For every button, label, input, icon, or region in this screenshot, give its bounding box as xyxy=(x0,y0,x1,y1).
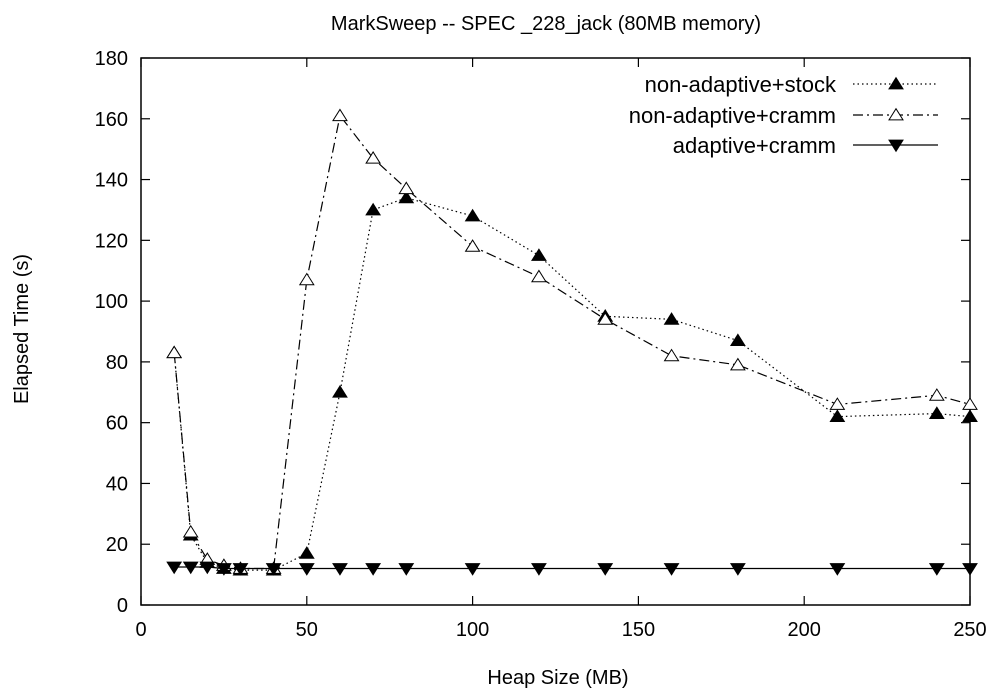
y-tick-label: 0 xyxy=(117,595,128,617)
x-tick-label: 200 xyxy=(788,619,821,641)
data-point xyxy=(298,563,315,576)
data-point xyxy=(464,563,481,576)
x-tick-label: 250 xyxy=(953,619,986,641)
y-tick-label: 120 xyxy=(95,230,128,252)
legend-label: non-adaptive+cramm xyxy=(629,103,836,128)
data-point xyxy=(365,563,382,576)
y-tick-label: 160 xyxy=(95,109,128,131)
data-point xyxy=(531,269,547,283)
data-point xyxy=(199,561,216,575)
data-point xyxy=(166,561,183,575)
data-point xyxy=(166,345,183,359)
x-tick-label: 100 xyxy=(456,619,489,641)
data-point xyxy=(232,563,249,576)
data-point xyxy=(962,563,978,576)
data-point xyxy=(365,151,382,164)
plot-frame xyxy=(140,57,971,606)
data-point xyxy=(332,108,348,122)
chart-title: MarkSweep -- SPEC _228_jack (80MB memory… xyxy=(331,13,761,35)
data-point xyxy=(729,357,746,371)
data-point xyxy=(531,248,547,261)
series-2 xyxy=(166,108,978,574)
y-tick-label: 100 xyxy=(95,291,128,313)
data-point xyxy=(182,561,199,575)
data-point xyxy=(398,181,415,195)
data-point xyxy=(298,546,315,559)
data-point xyxy=(398,563,415,576)
data-point xyxy=(729,333,746,347)
y-tick-label: 80 xyxy=(106,352,128,374)
data-point xyxy=(531,563,547,576)
legend-marker xyxy=(888,76,904,90)
legend-marker xyxy=(888,107,904,121)
legend-label: adaptive+cramm xyxy=(673,133,836,158)
data-point xyxy=(464,208,481,222)
legend-marker xyxy=(888,139,904,153)
y-tick-label: 180 xyxy=(95,48,128,70)
series-3 xyxy=(166,561,978,576)
legend-label: non-adaptive+stock xyxy=(645,72,837,97)
x-tick-label: 0 xyxy=(135,619,146,641)
series-line xyxy=(173,197,971,571)
data-point xyxy=(182,524,199,538)
series-line xyxy=(174,566,970,570)
data-point xyxy=(729,563,746,576)
y-tick-label: 20 xyxy=(106,534,128,556)
y-tick-label: 60 xyxy=(106,413,128,435)
y-axis-label: Elapsed Time (s) xyxy=(11,254,33,404)
x-tick-label: 150 xyxy=(622,619,655,641)
data-point xyxy=(298,272,315,286)
data-point xyxy=(928,406,945,419)
data-point xyxy=(663,563,680,576)
data-point xyxy=(597,563,614,576)
data-point xyxy=(398,190,415,204)
data-point xyxy=(962,409,978,422)
data-point xyxy=(265,563,282,576)
x-tick-label: 50 xyxy=(296,619,318,641)
series-1 xyxy=(166,190,978,576)
data-point xyxy=(332,385,348,398)
data-point xyxy=(332,563,348,576)
data-point xyxy=(464,239,481,252)
data-point xyxy=(829,397,846,410)
data-point xyxy=(829,563,846,576)
x-axis-label: Heap Size (MB) xyxy=(487,667,628,689)
y-tick-label: 140 xyxy=(95,170,128,192)
data-point xyxy=(365,202,382,216)
data-point xyxy=(829,409,846,422)
data-point xyxy=(663,312,680,325)
data-point xyxy=(928,563,945,576)
data-point xyxy=(962,397,978,410)
y-tick-label: 40 xyxy=(106,473,128,495)
data-point xyxy=(215,563,232,576)
data-point xyxy=(663,348,680,362)
data-point xyxy=(597,312,614,325)
data-point xyxy=(928,388,945,401)
series-line xyxy=(173,114,971,570)
